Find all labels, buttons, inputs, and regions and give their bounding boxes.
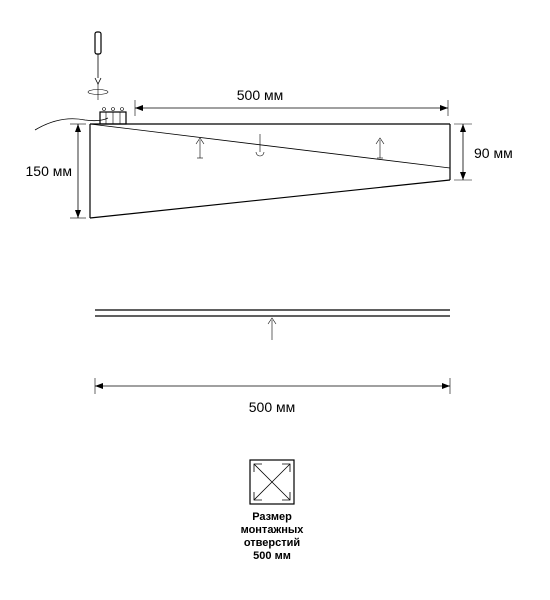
dim-width-top-label: 500 мм [237,87,284,103]
caption-line3: отверстий [244,537,300,549]
mounting-hole-size-icon [250,460,294,504]
dimension-height-right: 90 мм [454,124,513,180]
technical-drawing: 500 мм [0,0,550,600]
fixture-top-view [95,310,450,340]
dim-height-right-label: 90 мм [474,145,513,161]
dimension-width-top: 500 мм [135,87,448,116]
dimension-width-bottom: 500 мм [95,378,450,415]
caption-line2: монтажных [241,524,305,536]
terminal-block-icon [100,108,126,125]
mount-screw-icon [196,138,204,158]
caption-line4: 500 мм [253,550,291,562]
fixture-side-view [90,124,450,218]
screwdriver-icon [88,32,108,100]
dim-height-left-label: 150 мм [26,163,73,179]
caption-line1: Размер [252,511,292,523]
dimension-height-left: 150 мм [26,124,87,218]
dim-width-bottom-label: 500 мм [249,399,296,415]
mount-screw-icon [376,138,384,158]
